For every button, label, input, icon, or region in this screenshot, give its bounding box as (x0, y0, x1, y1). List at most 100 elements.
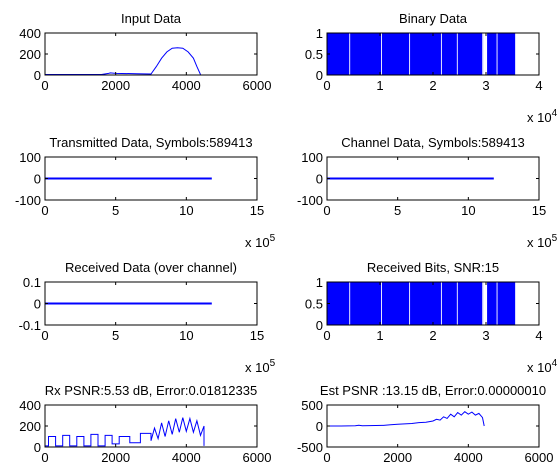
y-tick-label: 100 (19, 150, 41, 165)
x-tick-label: 15 (250, 203, 264, 218)
series-line-1 (45, 47, 201, 75)
y-tick-label: 0 (316, 68, 323, 83)
y-tick-label: 500 (301, 398, 323, 413)
x-exponent-power: 4 (552, 358, 557, 369)
y-tick-label: 400 (19, 26, 41, 41)
y-tick-label: 0 (316, 318, 323, 333)
y-tick-label: 0 (316, 172, 323, 187)
plot-data (45, 416, 205, 447)
x-exponent-power: 5 (270, 233, 276, 244)
x-tick-label: 10 (461, 203, 475, 218)
y-tick-label: 0 (316, 419, 323, 434)
x-tick-label: 4 (535, 78, 542, 93)
x-exponent-label: x 105 (527, 233, 557, 250)
x-tick-label: 6000 (525, 450, 554, 465)
x-tick-label: 3 (482, 328, 489, 343)
x-tick-label: 5 (112, 328, 119, 343)
x-tick-label: 2000 (383, 450, 412, 465)
axes-box (44, 32, 258, 76)
plot-data (45, 47, 201, 75)
y-tick-label: 400 (19, 398, 41, 413)
bit-gap (440, 282, 442, 325)
y-tick-label: 1 (316, 275, 323, 290)
x-tick-label: 2 (429, 78, 436, 93)
subplot-title: Binary Data (399, 11, 468, 26)
plot-data (327, 411, 485, 427)
x-tick-label: 3 (482, 78, 489, 93)
x-tick-label: 0 (41, 450, 48, 465)
x-exponent-power: 4 (552, 108, 557, 119)
series-line-1 (45, 416, 205, 447)
bit-gap (440, 33, 442, 75)
bit-gap (349, 33, 351, 75)
x-tick-label: 10 (179, 328, 193, 343)
subplot-title: Channel Data, Symbols:589413 (341, 135, 525, 150)
y-tick-label: 0 (34, 172, 41, 187)
x-exponent-base: x 10 (245, 360, 270, 375)
x-tick-label: 2 (429, 328, 436, 343)
x-exponent-label: x 104 (527, 108, 557, 125)
bit-gap (496, 33, 498, 75)
x-tick-label: 0 (41, 203, 48, 218)
x-tick-label: 2000 (101, 450, 130, 465)
x-tick-label: 5 (112, 203, 119, 218)
x-tick-label: 2000 (101, 78, 130, 93)
x-tick-label: 0 (41, 328, 48, 343)
subplot-title: Input Data (121, 11, 182, 26)
y-tick-label: 0.5 (305, 297, 323, 312)
y-tick-label: -100 (15, 193, 41, 208)
bit-gap (456, 33, 458, 75)
bit-gap (483, 33, 486, 75)
y-tick-label: 100 (301, 150, 323, 165)
x-exponent-label: x 104 (527, 358, 557, 375)
x-tick-label: 4 (535, 328, 542, 343)
bit-gap (349, 282, 351, 325)
x-exponent-base: x 10 (527, 360, 552, 375)
x-tick-label: 15 (532, 203, 546, 218)
bit-gap (456, 282, 458, 325)
bit-gap (381, 282, 382, 325)
y-tick-label: -500 (297, 440, 323, 455)
bit-gap (381, 33, 382, 75)
bit-gap (409, 282, 411, 325)
y-tick-label: 200 (19, 419, 41, 434)
x-tick-label: 4000 (172, 450, 201, 465)
x-tick-label: 1 (376, 78, 383, 93)
x-tick-label: 6000 (243, 450, 272, 465)
x-exponent-power: 5 (270, 358, 276, 369)
y-tick-label: 0.1 (23, 275, 41, 290)
x-exponent-label: x 105 (245, 358, 276, 375)
series-line-1 (327, 411, 485, 427)
x-tick-label: 1 (376, 328, 383, 343)
x-tick-label: 4000 (454, 450, 483, 465)
bit-gap (409, 33, 411, 75)
x-exponent-power: 5 (552, 233, 557, 244)
x-tick-label: 10 (179, 203, 193, 218)
x-tick-label: 0 (41, 78, 48, 93)
x-tick-label: 0 (323, 328, 330, 343)
x-exponent-label: x 105 (245, 233, 276, 250)
x-exponent-base: x 10 (527, 235, 552, 250)
x-exponent-base: x 10 (245, 235, 270, 250)
x-tick-label: 0 (323, 203, 330, 218)
bit-gap (485, 282, 488, 325)
y-tick-label: 0 (34, 68, 41, 83)
y-tick-label: 0 (34, 440, 41, 455)
subplot-1: 0 2000 4000 6000 0 200 400 Input Data (19, 11, 271, 93)
x-tick-label: 4000 (172, 78, 201, 93)
bit-gap (496, 282, 498, 325)
x-tick-label: 5 (394, 203, 401, 218)
y-tick-label: 1 (316, 26, 323, 41)
y-tick-label: -0.1 (19, 318, 41, 333)
y-tick-label: -100 (297, 193, 323, 208)
x-exponent-base: x 10 (527, 110, 552, 125)
x-tick-label: 15 (250, 328, 264, 343)
bit-gap (482, 33, 484, 75)
subplot-7: 0 2000 4000 6000 0 200 400 Rx PSNR:5.53 dB, Err… (19, 383, 271, 465)
